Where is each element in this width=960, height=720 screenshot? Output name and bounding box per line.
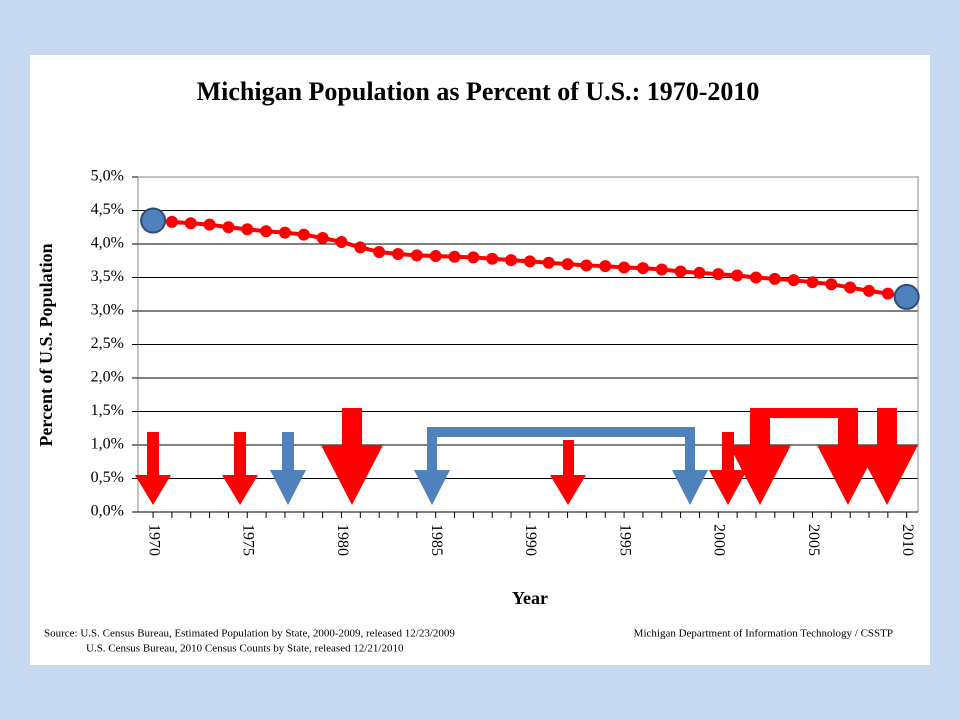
y-tick-label: 0,5% [91, 469, 124, 486]
point [373, 246, 386, 259]
y-tick-label: 3,0% [91, 302, 124, 319]
point [165, 215, 178, 228]
point [278, 226, 291, 239]
point [184, 217, 197, 230]
arrow [222, 432, 258, 505]
point [825, 278, 838, 291]
endpoint-marker [893, 283, 920, 310]
point [241, 223, 254, 236]
x-axis-label: Year [512, 588, 548, 608]
x-tick-label: 1970 [145, 524, 162, 556]
y-axis-label: Percent of U.S. Population [36, 243, 56, 446]
point [655, 263, 668, 276]
x-tick-label: 1975 [240, 524, 257, 556]
point [542, 256, 555, 269]
point [712, 268, 725, 281]
point [863, 284, 876, 297]
source-line: Source: U.S. Census Bureau, Estimated Po… [44, 628, 455, 640]
point [429, 250, 442, 263]
x-tick-label: 2000 [711, 524, 728, 556]
y-tick-label: 0,0% [91, 503, 124, 520]
point [749, 271, 762, 284]
point [260, 225, 273, 238]
point [354, 241, 367, 254]
point [768, 272, 781, 285]
point [203, 218, 216, 231]
point [410, 249, 423, 262]
arrow [856, 408, 918, 505]
point [806, 276, 819, 289]
arrow [709, 432, 747, 505]
y-tick-label: 3,5% [91, 268, 124, 285]
y-tick-label: 5,0% [91, 168, 124, 185]
point [693, 266, 706, 279]
point [467, 251, 480, 264]
point [674, 265, 687, 278]
arrow [270, 432, 306, 505]
point [580, 259, 593, 272]
point [731, 269, 744, 282]
y-tick-label: 2,5% [91, 335, 124, 352]
y-tick-label: 1,0% [91, 436, 124, 453]
y-tick-label: 4,0% [91, 235, 124, 252]
arrow [135, 432, 171, 505]
point [392, 248, 404, 261]
x-tick-label: 2005 [805, 524, 822, 556]
source-line: U.S. Census Bureau, 2010 Census Counts b… [86, 643, 404, 655]
panel [30, 55, 930, 665]
y-tick-label: 4,5% [91, 201, 124, 218]
point [335, 235, 348, 248]
y-tick-label: 1,5% [91, 402, 124, 419]
point [486, 252, 499, 265]
point [787, 274, 800, 287]
arrow-bracket [414, 427, 708, 505]
point [222, 221, 235, 234]
chart-title: Michigan Population as Percent of U.S.: … [197, 77, 760, 106]
y-tick-label: 2,0% [91, 369, 124, 386]
point [448, 250, 461, 263]
point [523, 255, 536, 268]
arrow [321, 408, 383, 505]
point [505, 254, 518, 267]
arrow-bracket [729, 408, 879, 505]
x-tick-label: 1985 [428, 524, 445, 556]
point [297, 228, 310, 241]
annotation-arrows [135, 408, 918, 505]
point [561, 258, 574, 271]
x-tick-label: 1980 [334, 524, 351, 556]
x-tick-label: 1990 [522, 524, 539, 556]
point [618, 261, 631, 274]
point [316, 231, 329, 244]
credit: Michigan Department of Information Techn… [634, 628, 893, 640]
x-tick-label: 2010 [899, 524, 916, 556]
point [844, 281, 857, 294]
point [881, 287, 894, 300]
arrow [550, 440, 586, 505]
endpoint-marker [140, 207, 167, 234]
point [636, 262, 649, 275]
point [599, 260, 612, 273]
x-tick-label: 1995 [616, 524, 633, 556]
